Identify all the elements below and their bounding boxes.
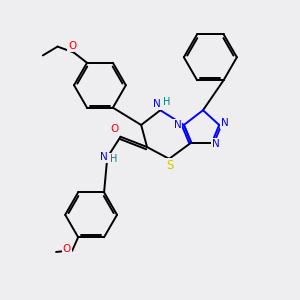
Text: N: N <box>220 118 228 128</box>
Text: H: H <box>110 154 117 164</box>
Text: S: S <box>166 159 173 172</box>
Text: N: N <box>173 120 181 130</box>
Text: O: O <box>68 41 76 51</box>
Text: O: O <box>110 124 118 134</box>
Text: N: N <box>212 139 220 149</box>
Text: N: N <box>100 152 108 162</box>
Text: N: N <box>154 99 161 109</box>
Text: O: O <box>63 244 71 254</box>
Text: H: H <box>163 97 170 107</box>
